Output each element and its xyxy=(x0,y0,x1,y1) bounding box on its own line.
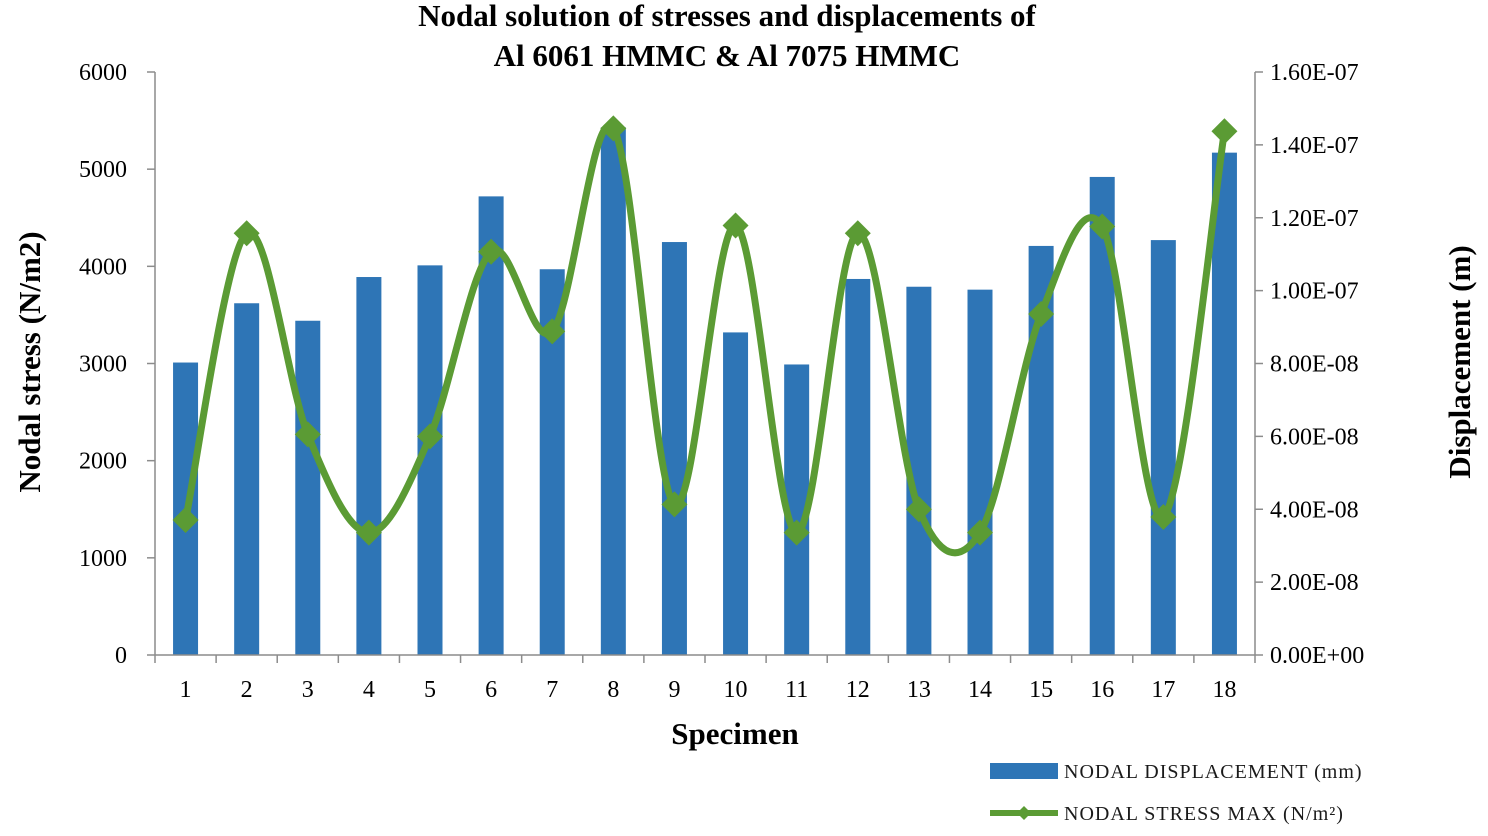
stress-point-18 xyxy=(1211,118,1238,145)
y-axis-right-title: Displacement (m) xyxy=(1442,245,1477,478)
x-tick-label: 16 xyxy=(1090,677,1114,703)
y-left-tick-label: 1000 xyxy=(79,546,127,572)
stress-point-8 xyxy=(600,115,627,142)
chart-title: Nodal solution of stresses and displacem… xyxy=(418,0,1036,73)
legend-label-displacement: NODAL DISPLACEMENT (mm) xyxy=(1064,761,1363,783)
stress-point-14 xyxy=(967,519,993,546)
y-right-tick-label: 6.00E-08 xyxy=(1270,424,1359,450)
y-right-tick-label: 4.00E-08 xyxy=(1270,497,1359,523)
stress-point-17 xyxy=(1150,504,1177,531)
line-series-layer xyxy=(172,115,1238,557)
bar-18 xyxy=(1211,152,1237,656)
stress-point-10 xyxy=(722,212,749,239)
x-tick-label: 10 xyxy=(724,677,748,703)
y-right-tick-label: 1.00E-07 xyxy=(1270,279,1359,305)
x-tick-label: 15 xyxy=(1029,677,1053,703)
y-right-tick-label: 1.20E-07 xyxy=(1270,206,1359,232)
bar-3 xyxy=(295,320,321,655)
x-tick-label: 6 xyxy=(485,677,497,703)
bar-8 xyxy=(600,127,626,655)
x-tick-label: 1 xyxy=(180,677,192,703)
y-right-tick-label: 2.00E-08 xyxy=(1270,570,1359,596)
x-tick-label: 7 xyxy=(546,677,558,703)
chart-title-line-1: Nodal solution of stresses and displacem… xyxy=(418,0,1036,33)
tick-labels-layer: 0 1000 2000 3000 4000 5000 6000 0.00E+00 2.00E-0… xyxy=(79,60,1364,703)
stress-point-12 xyxy=(844,220,871,247)
stress-point-11 xyxy=(783,519,810,546)
x-tick-label: 12 xyxy=(846,677,870,703)
bar-4 xyxy=(356,277,382,655)
stress-point-2 xyxy=(233,220,260,247)
stress-point-9 xyxy=(661,491,688,518)
stress-point-7 xyxy=(539,318,566,345)
x-tick-label: 14 xyxy=(968,677,992,703)
x-tick-label: 17 xyxy=(1151,677,1175,703)
legend-marker-stress xyxy=(1017,806,1031,820)
y-left-tick-label: 3000 xyxy=(79,352,127,378)
bar-17 xyxy=(1150,240,1176,655)
y-right-tick-label: 1.60E-07 xyxy=(1270,60,1359,86)
y-right-tick-label: 8.00E-08 xyxy=(1270,352,1359,378)
y-right-tick-label: 1.40E-07 xyxy=(1270,133,1359,159)
y-left-tick-label: 4000 xyxy=(79,254,127,280)
axes-layer xyxy=(147,71,1263,663)
stress-point-1 xyxy=(172,506,199,533)
stress-point-15 xyxy=(1028,300,1055,327)
stress-point-6 xyxy=(478,238,505,265)
x-tick-label: 3 xyxy=(302,677,314,703)
x-tick-label: 8 xyxy=(607,677,619,703)
y-left-tick-label: 0 xyxy=(115,643,127,669)
y-right-tick-label: 0.00E+00 xyxy=(1270,643,1364,669)
x-axis-title: Specimen xyxy=(671,716,798,751)
x-tick-label: 11 xyxy=(785,677,808,703)
bar-2 xyxy=(234,303,260,655)
x-tick-label: 2 xyxy=(241,677,253,703)
y-left-tick-label: 5000 xyxy=(79,157,127,183)
y-left-tick-label: 2000 xyxy=(79,449,127,475)
y-axis-left-title: Nodal stress (N/m2) xyxy=(12,231,47,492)
x-tick-label: 4 xyxy=(363,677,375,703)
stress-point-4 xyxy=(355,519,382,546)
stress-line xyxy=(182,122,1228,557)
stress-point-13 xyxy=(905,496,932,523)
x-tick-label: 5 xyxy=(424,677,436,703)
legend-swatch-displacement xyxy=(990,763,1058,779)
x-tick-label: 9 xyxy=(668,677,680,703)
bar-10 xyxy=(723,332,749,655)
stress-point-3 xyxy=(294,421,321,448)
x-tick-label: 13 xyxy=(907,677,931,703)
legend: NODAL DISPLACEMENT (mm) NODAL STRESS MAX… xyxy=(990,761,1363,825)
stress-point-5 xyxy=(417,423,443,450)
legend-label-stress: NODAL STRESS MAX (N/m²) xyxy=(1064,803,1344,825)
bar-14 xyxy=(967,289,993,655)
bar-12 xyxy=(845,278,871,655)
chart-title-line-2: Al 6061 HMMC & Al 7075 HMMC xyxy=(494,38,961,73)
y-left-tick-label: 6000 xyxy=(79,60,127,86)
stress-point-16 xyxy=(1089,213,1116,240)
x-tick-label: 18 xyxy=(1212,677,1236,703)
bar-9 xyxy=(661,242,687,655)
